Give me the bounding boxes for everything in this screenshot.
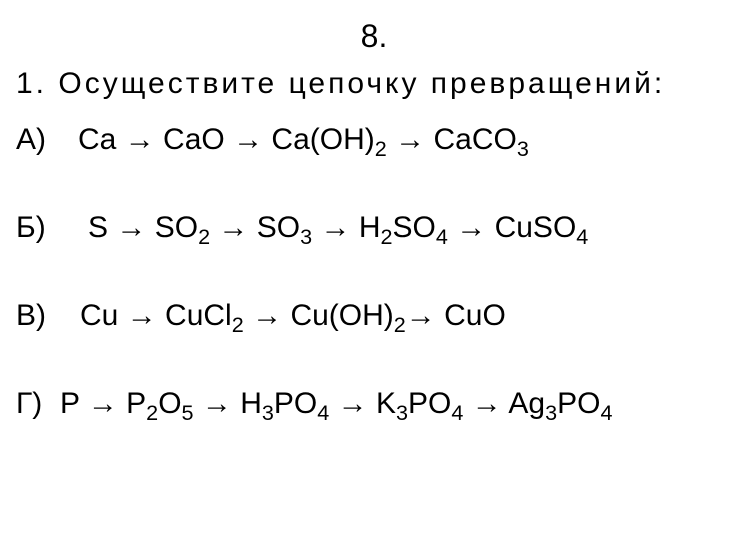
chain-row: В)Cu → CuCl2 → Cu(OH)2→ CuO: [16, 299, 732, 333]
chemical-formula: CuSO4: [495, 211, 589, 244]
chemical-formula: SO2: [155, 211, 210, 244]
arrow-icon: →: [387, 123, 434, 156]
arrow-icon: →: [116, 123, 163, 156]
chemical-formula: Cu: [80, 299, 118, 332]
arrow-icon: →: [312, 211, 359, 244]
exercise-number: 8.: [16, 18, 732, 55]
chemical-formula: SO3: [257, 211, 312, 244]
chemical-formula: Ca(OH)2: [271, 123, 386, 156]
chain-row: Г)P → P2O5 → H3PO4 → K3PO4 → Ag3PO4: [16, 387, 732, 421]
arrow-icon: →: [79, 387, 126, 420]
chain-label: Б): [16, 211, 88, 245]
chemical-formula: Ca: [78, 123, 116, 156]
chains-container: А)Ca → CaO → Ca(OH)2 → CaCO3 Б)S → SO2 → …: [16, 123, 732, 421]
arrow-icon: →: [118, 299, 165, 332]
chemical-formula: CaO: [163, 123, 225, 156]
arrow-icon: →: [225, 123, 272, 156]
chemical-formula: P: [60, 387, 79, 420]
arrow-icon: →: [448, 211, 495, 244]
instruction-text: 1. Осуществите цепочку превращений:: [16, 67, 732, 101]
chemical-formula: Cu(OH)2: [290, 299, 405, 332]
chemical-formula: H3PO4: [240, 387, 329, 420]
arrow-icon: →: [329, 387, 376, 420]
chain-label: А): [16, 123, 78, 157]
chemical-formula: S: [88, 211, 108, 244]
chemical-formula: P2O5: [126, 387, 193, 420]
chemical-formula: K3PO4: [376, 387, 463, 420]
chain-row: Б)S → SO2 → SO3 → H2SO4 → CuSO4: [16, 211, 732, 245]
arrow-icon: →: [463, 387, 508, 420]
chain-row: А)Ca → CaO → Ca(OH)2 → CaCO3: [16, 123, 732, 157]
arrow-icon: →: [108, 211, 155, 244]
arrow-icon: →: [210, 211, 257, 244]
arrow-icon: →: [406, 299, 444, 332]
chemical-formula: H2SO4: [359, 211, 448, 244]
arrow-icon: →: [244, 299, 291, 332]
chemical-formula: CuO: [444, 299, 506, 332]
arrow-icon: →: [194, 387, 241, 420]
chain-label: Г): [16, 387, 60, 421]
chain-label: В): [16, 299, 80, 333]
chemical-formula: CaCO3: [433, 123, 528, 156]
chemical-formula: CuCl2: [165, 299, 244, 332]
chemical-formula: Ag3PO4: [508, 387, 612, 420]
